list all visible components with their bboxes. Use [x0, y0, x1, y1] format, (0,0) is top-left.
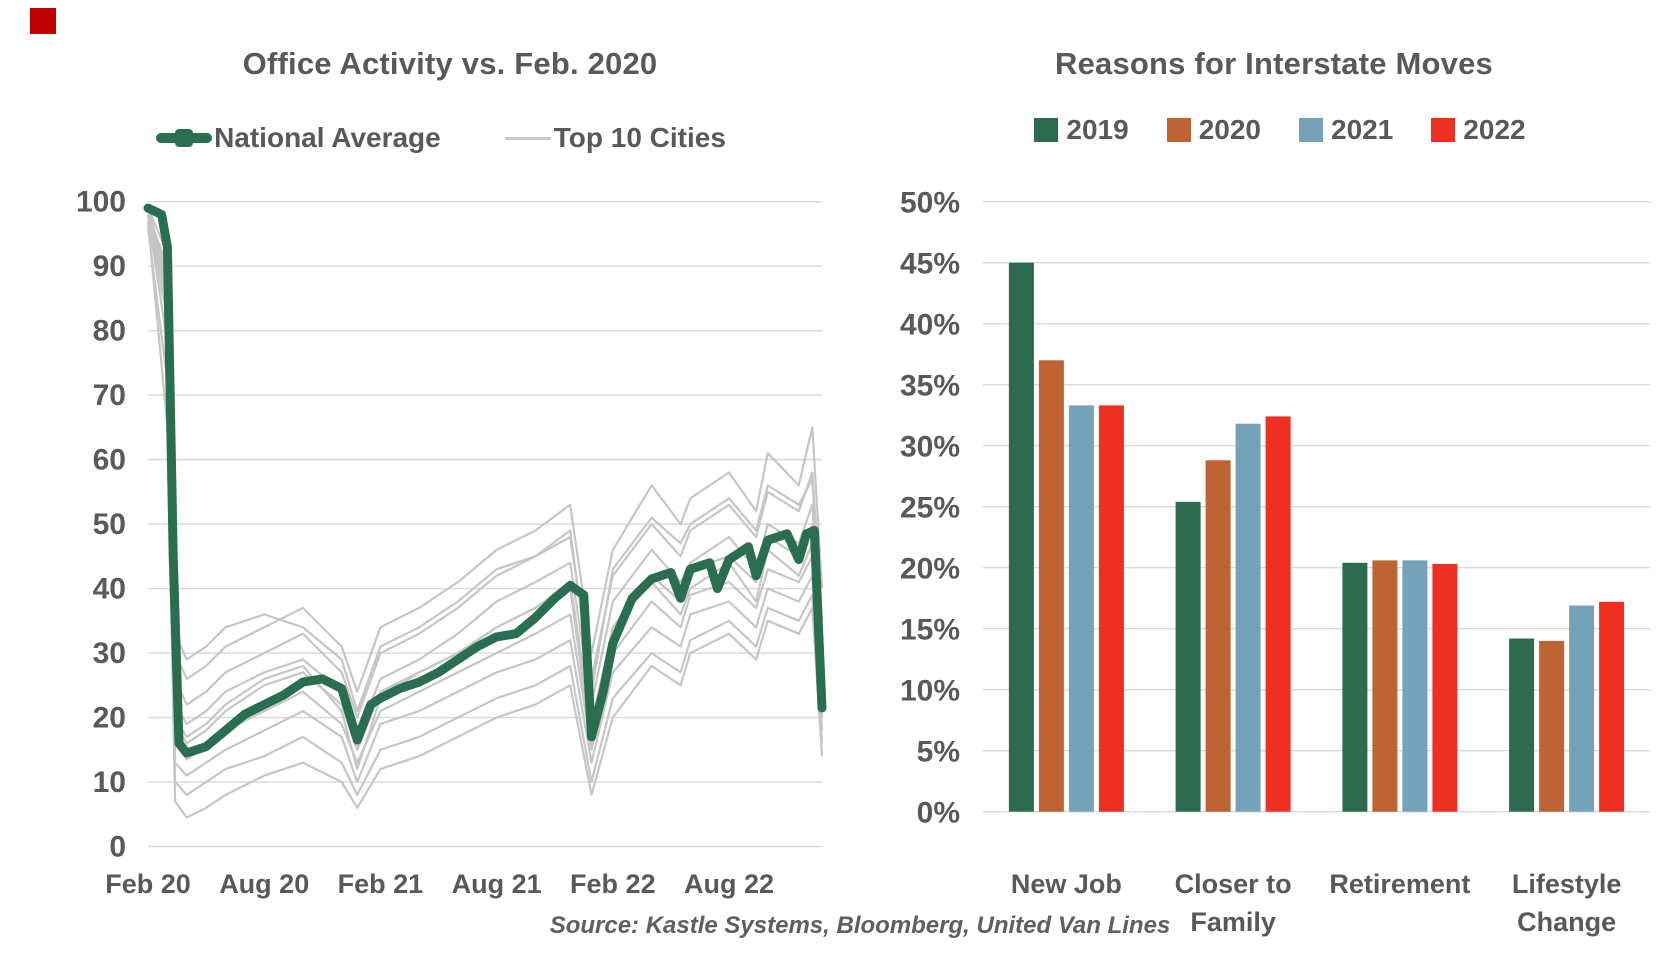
city-line — [146, 214, 824, 693]
office-activity-chart-title: Office Activity vs. Feb. 2020 — [242, 46, 658, 81]
city-line — [146, 214, 824, 751]
swatch-2020 — [1166, 118, 1191, 142]
city-line — [146, 220, 824, 764]
bar-2020-1 — [1205, 460, 1231, 812]
swatch-2022 — [1431, 118, 1456, 142]
legend-label-2019: 2019 — [1066, 114, 1129, 145]
legend-item-2020: 2020 — [1166, 114, 1261, 146]
national-average-line-marker — [156, 129, 213, 147]
legend-label-2020: 2020 — [1198, 114, 1261, 145]
y-axis-tick-label: 40 — [93, 573, 126, 606]
city-line — [146, 220, 824, 719]
legend-label-2022: 2022 — [1463, 114, 1526, 145]
x-axis-tick-label: Feb 21 — [338, 869, 424, 899]
y-axis-tick-label: 15% — [900, 614, 960, 647]
legend-item-2019: 2019 — [1034, 114, 1129, 146]
y-axis-tick-label: 0% — [917, 797, 960, 830]
red-corner-mark — [30, 8, 56, 34]
y-axis-tick-label: 60 — [93, 444, 126, 477]
category-label: Change — [1517, 907, 1616, 937]
x-axis-tick-label: Feb 20 — [105, 869, 191, 899]
bar-2022-2 — [1432, 564, 1458, 812]
city-line — [146, 207, 824, 713]
y-axis-tick-label: 35% — [900, 370, 960, 403]
bar-2021-1 — [1235, 423, 1261, 812]
y-axis-tick-label: 5% — [917, 736, 960, 769]
y-axis-tick-label: 70 — [93, 379, 126, 412]
y-axis-tick-label: 80 — [93, 315, 126, 348]
bar-2021-0 — [1068, 405, 1094, 812]
top-10-cities-line-marker — [504, 136, 551, 140]
legend-label-2021: 2021 — [1331, 114, 1394, 145]
y-axis-tick-label: 30 — [93, 637, 126, 670]
source-attribution: Source: Kastle Systems, Bloomberg, Unite… — [549, 912, 1171, 939]
office-activity-legend: National Average Top 10 Cities — [60, 122, 822, 154]
y-axis-tick-label: 90 — [93, 250, 126, 283]
legend-item-2022: 2022 — [1431, 114, 1526, 146]
y-axis-tick-label: 100 — [76, 186, 126, 219]
bar-2019-3 — [1509, 638, 1535, 812]
city-line — [146, 214, 824, 771]
national-average-line — [143, 203, 827, 758]
y-axis-tick-label: 20 — [93, 702, 126, 735]
legend-label-top-10-cities: Top 10 Cities — [553, 122, 726, 153]
bar-2019-1 — [1175, 501, 1201, 812]
y-axis-tick-label: 30% — [900, 431, 960, 464]
category-label: Closer to — [1175, 869, 1292, 899]
swatch-2019 — [1034, 118, 1059, 142]
legend-item-national-average: National Average — [156, 122, 441, 154]
x-axis-tick-label: Aug 20 — [219, 869, 309, 899]
bar-2019-2 — [1342, 562, 1368, 812]
city-line — [146, 214, 824, 784]
y-axis-tick-label: 10% — [900, 675, 960, 708]
bar-2022-3 — [1599, 601, 1625, 812]
interstate-moves-legend: 2019 2020 2021 2022 — [980, 114, 1580, 146]
x-axis-tick-label: Feb 22 — [570, 869, 656, 899]
category-label: New Job — [1011, 869, 1122, 899]
interstate-moves-chart-title: Reasons for Interstate Moves — [1054, 46, 1493, 81]
y-axis-tick-label: 50% — [900, 187, 960, 220]
bar-2021-3 — [1569, 605, 1595, 812]
bar-2022-1 — [1265, 416, 1291, 812]
x-axis-tick-label: Aug 22 — [684, 869, 774, 899]
x-axis-tick-label: Aug 21 — [452, 869, 542, 899]
swatch-2021 — [1299, 118, 1323, 142]
city-line — [146, 220, 824, 819]
legend-item-2021: 2021 — [1299, 114, 1393, 146]
y-axis-tick-label: 50 — [93, 508, 126, 541]
city-line — [146, 227, 824, 797]
y-axis-tick-label: 40% — [900, 309, 960, 342]
legend-item-top-10-cities: Top 10 Cities — [504, 122, 726, 154]
category-label: Lifestyle — [1512, 869, 1622, 899]
bar-2021-2 — [1402, 560, 1428, 812]
y-axis-tick-label: 25% — [900, 492, 960, 525]
bar-2020-3 — [1539, 640, 1565, 812]
legend-label-national-average: National Average — [214, 122, 441, 153]
y-axis-tick-label: 20% — [900, 553, 960, 586]
y-axis-tick-label: 10 — [93, 766, 126, 799]
bar-2020-2 — [1372, 560, 1398, 812]
bar-2020-0 — [1038, 360, 1064, 812]
bar-2022-0 — [1098, 405, 1124, 812]
category-label: Family — [1190, 907, 1276, 937]
y-axis-tick-label: 45% — [900, 248, 960, 281]
category-label: Retirement — [1329, 869, 1470, 899]
city-line — [146, 207, 824, 739]
bar-2019-0 — [1008, 262, 1034, 812]
y-axis-tick-label: 0 — [109, 831, 126, 864]
